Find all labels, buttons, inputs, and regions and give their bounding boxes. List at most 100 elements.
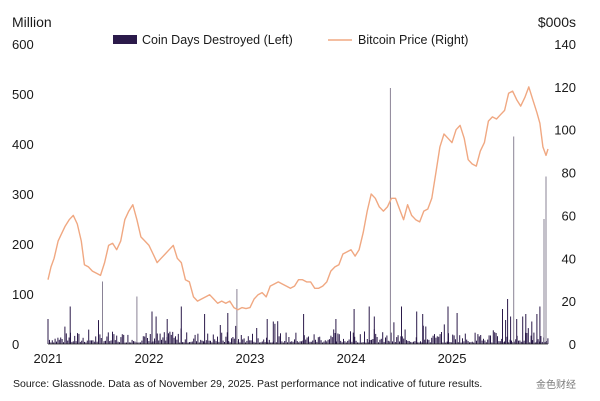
cdd-baseline-bar: [495, 333, 497, 344]
cdd-baseline-bar: [109, 341, 111, 344]
cdd-baseline-bar: [275, 342, 277, 344]
cdd-baseline-bar: [138, 342, 140, 344]
x-axis-ticks: 2021 2022 2023 2024 2025: [34, 351, 467, 366]
cdd-baseline-bar: [380, 338, 382, 344]
cdd-baseline-bar: [145, 333, 147, 344]
cdd-baseline-bar: [547, 338, 549, 344]
cdd-baseline-bar: [428, 339, 430, 344]
cdd-baseline-bar: [324, 340, 326, 344]
cdd-baseline-bar: [427, 339, 428, 344]
cdd-baseline-bar: [243, 338, 245, 344]
cdd-baseline-bar: [205, 340, 207, 344]
cdd-baseline-bar: [319, 336, 321, 344]
cdd-baseline-bar: [134, 341, 136, 344]
cdd-baseline-bar: [299, 341, 301, 344]
cdd-baseline-bar: [504, 341, 505, 344]
x-tick-label: 2021: [34, 351, 63, 366]
cdd-baseline-bar: [358, 342, 360, 344]
cdd-baseline-bar: [390, 332, 392, 344]
cdd-baseline-bar: [315, 339, 316, 344]
cdd-baseline-bar: [303, 335, 305, 344]
cdd-baseline-bar: [462, 338, 463, 344]
cdd-baseline-bar: [329, 339, 330, 344]
cdd-baseline-bar: [337, 333, 339, 344]
cdd-baseline-bar: [477, 334, 479, 344]
cdd-baseline-bar: [406, 340, 407, 344]
cdd-baseline-bar: [364, 331, 365, 344]
left-tick-label: 400: [12, 137, 34, 152]
cdd-baseline-bar: [68, 337, 70, 344]
cdd-baseline-bar: [520, 341, 522, 344]
cdd-baseline-bar: [250, 340, 252, 344]
cdd-baseline-bar: [443, 324, 445, 344]
cdd-baseline-bar: [242, 339, 244, 344]
cdd-baseline-bar: [201, 340, 203, 344]
cdd-baseline-bar: [100, 338, 102, 344]
cdd-baseline-bar: [515, 339, 517, 344]
right-tick-label: 0: [569, 337, 576, 352]
cdd-baseline-bar: [455, 339, 456, 344]
right-tick-label: 40: [562, 251, 576, 266]
cdd-baseline-bar: [497, 336, 498, 344]
cdd-baseline-bar: [361, 342, 363, 344]
cdd-baseline-bar: [399, 341, 400, 344]
cdd-spike-bar: [401, 306, 402, 344]
cdd-baseline-bar: [378, 342, 379, 344]
cdd-baseline-bar: [221, 332, 223, 344]
cdd-baseline-bar: [159, 333, 161, 344]
cdd-spike-bar: [151, 311, 153, 344]
cdd-baseline-bar: [369, 340, 371, 344]
cdd-baseline-bar: [60, 337, 62, 344]
cdd-baseline-bar: [271, 342, 273, 344]
cdd-baseline-bar: [483, 338, 484, 344]
cdd-baseline-bar: [131, 339, 133, 344]
cdd-spike-bar: [373, 316, 375, 344]
cdd-baseline-bar: [350, 331, 351, 344]
cdd-baseline-bar: [490, 335, 491, 344]
cdd-baseline-bar: [215, 341, 217, 344]
cdd-baseline-bar: [224, 342, 225, 344]
cdd-baseline-bar: [499, 341, 501, 344]
cdd-baseline-bar: [410, 341, 412, 344]
cdd-baseline-bar: [502, 342, 504, 344]
cdd-baseline-bar: [96, 341, 98, 344]
cdd-baseline-bar: [382, 332, 384, 344]
cdd-baseline-bar: [421, 342, 423, 344]
cdd-baseline-bar: [193, 338, 195, 344]
cdd-baseline-bar: [99, 334, 101, 344]
cdd-baseline-bar: [156, 333, 158, 344]
cdd-baseline-bar: [523, 340, 525, 344]
cdd-baseline-bar: [126, 342, 127, 344]
cdd-baseline-bar: [424, 339, 426, 344]
cdd-baseline-bar: [169, 331, 171, 344]
cdd-baseline-bar: [107, 332, 109, 344]
cdd-baseline-bar: [322, 342, 323, 344]
cdd-baseline-bar: [170, 334, 172, 344]
cdd-baseline-bar: [110, 340, 112, 344]
cdd-baseline-bar: [137, 342, 139, 344]
left-tick-label: 600: [12, 37, 34, 52]
cdd-baseline-bar: [302, 340, 304, 344]
cdd-baseline-bar: [189, 342, 190, 344]
x-tick-label: 2023: [236, 351, 265, 366]
cdd-spike-bars: [47, 88, 547, 344]
cdd-baseline-bar: [532, 340, 533, 344]
cdd-spike-bar: [204, 314, 206, 344]
cdd-baseline-bar: [173, 337, 175, 344]
cdd-baseline-bar: [89, 340, 91, 344]
cdd-baseline-bar: [408, 341, 410, 344]
cdd-baseline-bar: [288, 337, 290, 344]
cdd-baseline-bar: [537, 339, 539, 344]
cdd-baseline-bar: [116, 335, 118, 344]
left-axis-ticks: 0 100 200 300 400 500 600: [12, 37, 34, 352]
cdd-spike-bar: [513, 136, 515, 344]
cdd-baseline-bar: [95, 336, 97, 344]
cdd-baseline-bar: [65, 333, 67, 344]
x-tick-label: 2022: [135, 351, 164, 366]
cdd-baseline-bar: [418, 342, 420, 344]
cdd-baseline-bar: [470, 342, 472, 344]
cdd-baseline-bar: [228, 341, 230, 344]
cdd-baseline-bar: [260, 342, 262, 344]
cdd-spike-bar: [543, 219, 545, 344]
cdd-spike-bar: [516, 319, 518, 344]
